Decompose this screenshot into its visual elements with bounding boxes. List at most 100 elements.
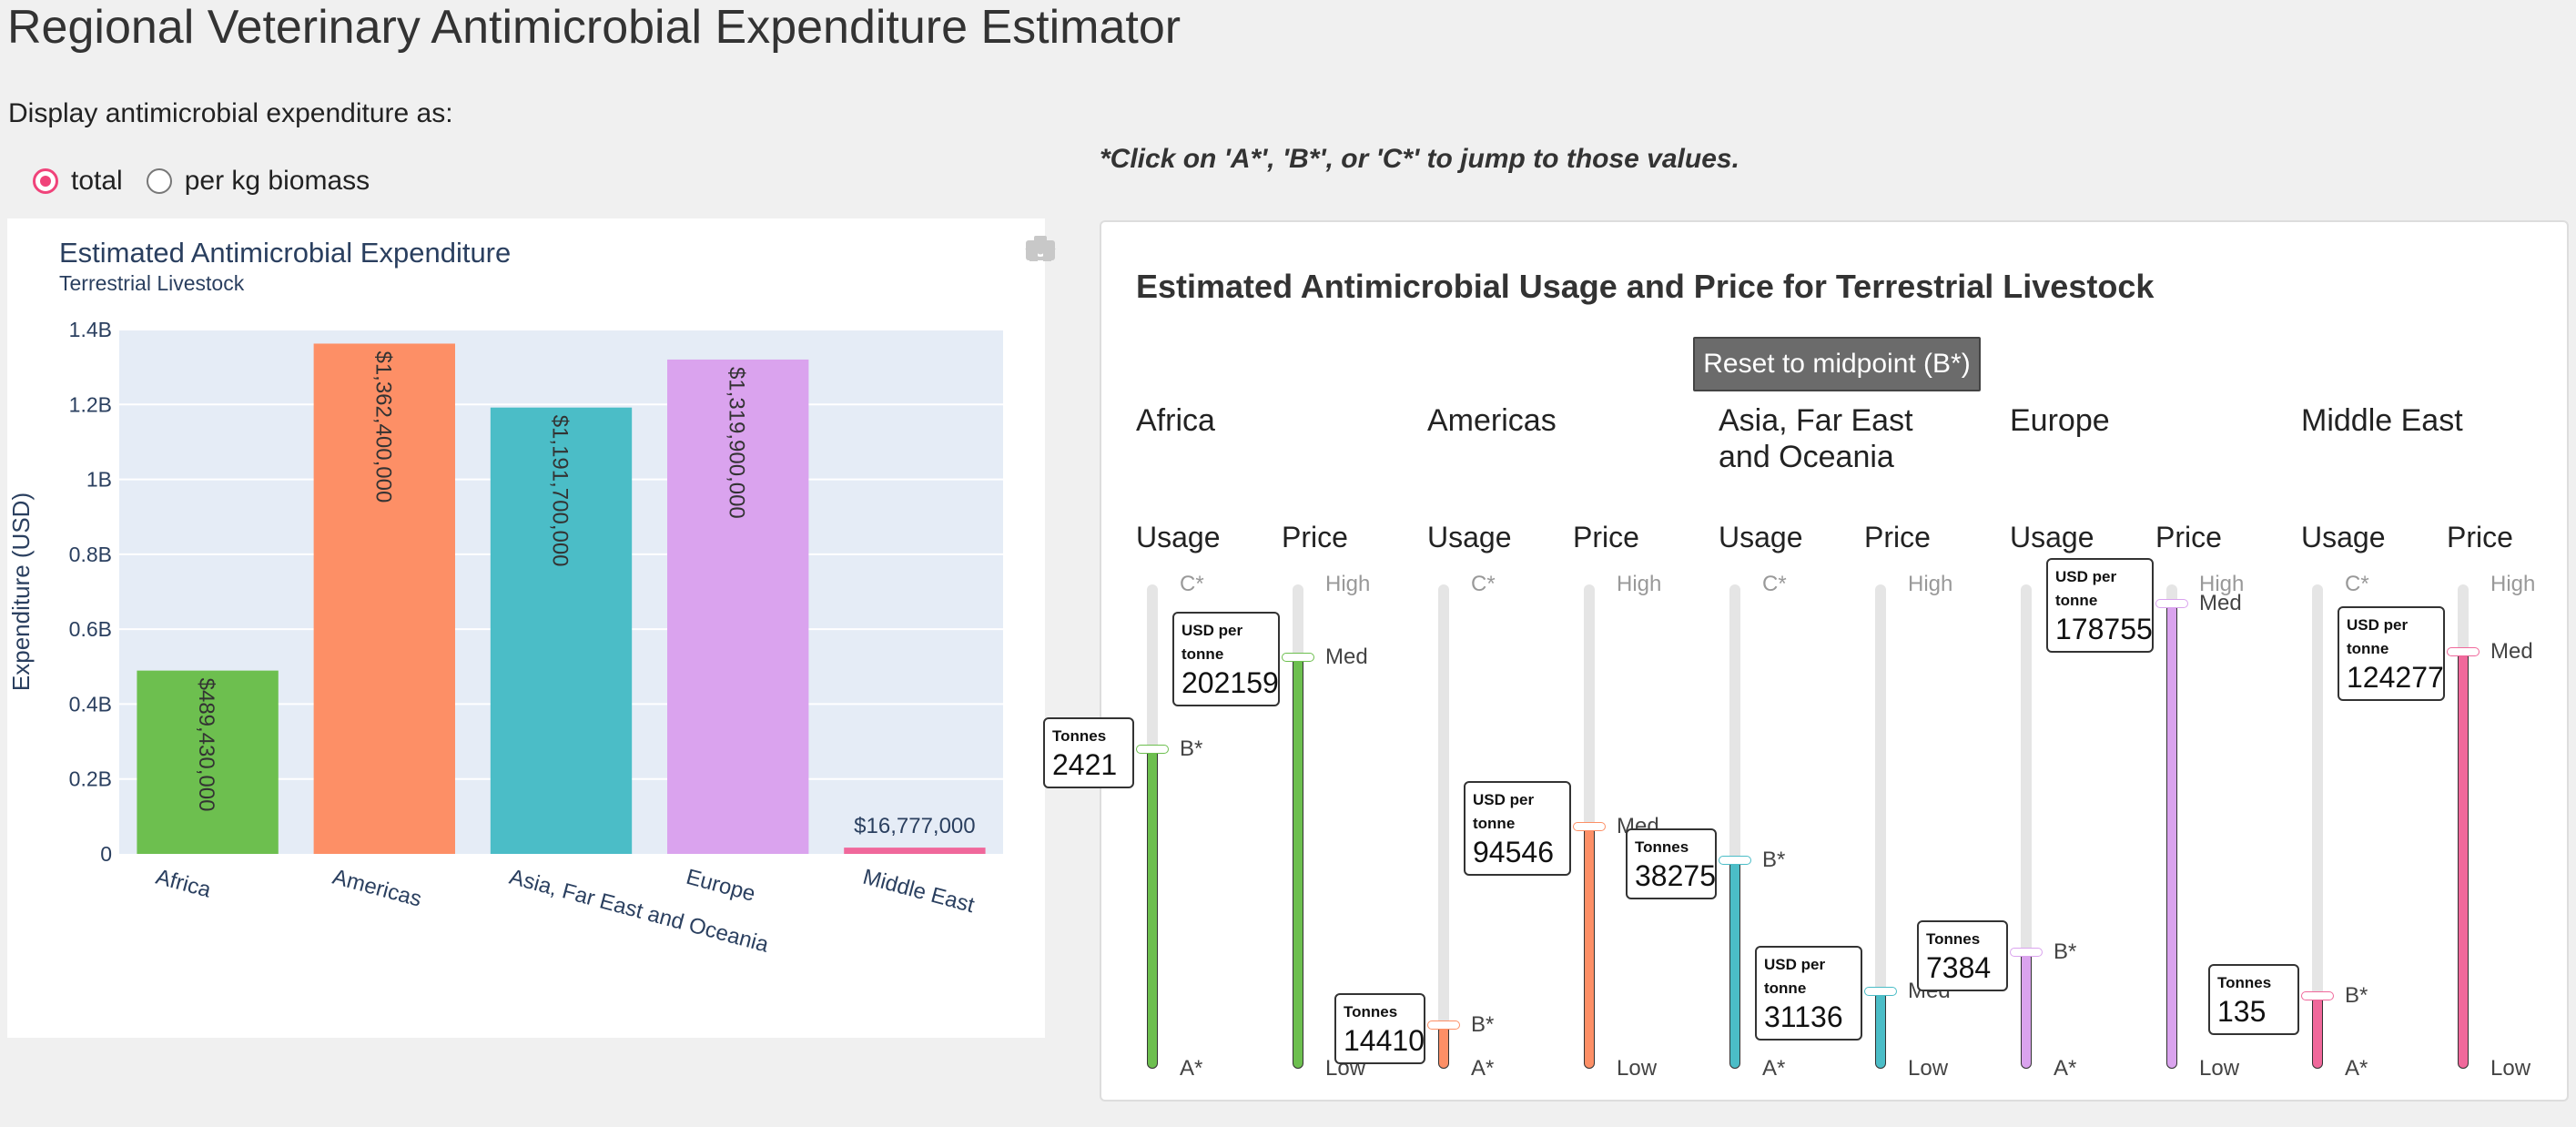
usage-header: Usage [1719, 521, 1803, 553]
usage-tick-high[interactable]: C* [1180, 572, 1204, 596]
price-tick-high[interactable]: High [2199, 572, 2245, 596]
price-tooltip-label: USD per tonne [2347, 616, 2409, 658]
price-value-tooltip: USD per tonne 202159 [1172, 611, 1280, 706]
price-tick-low[interactable]: Low [2199, 1056, 2240, 1081]
page-title: Regional Veterinary Antimicrobial Expend… [7, 1, 1182, 54]
usage-tick-low[interactable]: A* [1762, 1056, 1786, 1081]
price-slider-track[interactable] [1875, 584, 1886, 1069]
bar-data-label: $1,319,900,000 [725, 367, 749, 519]
price-header: Price [1573, 521, 1639, 553]
y-tick-label: 1.4B [69, 318, 112, 341]
region-name: Americas [1427, 403, 1557, 438]
price-slider-handle[interactable] [1282, 652, 1314, 662]
y-tick-label: 0.6B [69, 617, 112, 641]
home-icon[interactable] [1023, 233, 1058, 264]
usage-header: Usage [1427, 521, 1512, 553]
usage-slider-handle[interactable] [1719, 856, 1751, 866]
usage-slider-handle[interactable] [1136, 744, 1169, 754]
radio-total-indicator[interactable] [33, 168, 58, 194]
usage-slider-handle[interactable] [2301, 991, 2334, 1001]
usage-tick-mid[interactable]: B* [1180, 736, 1203, 761]
usage-tick-low[interactable]: A* [2345, 1056, 2368, 1081]
usage-tooltip-value: 135 [2217, 995, 2267, 1029]
usage-tooltip-value: 2421 [1052, 747, 1118, 781]
region-americas: Americas Usage C* A* B* Tonnes 14410 Price High L… [1334, 222, 1709, 1100]
price-tooltip-value: 94546 [1473, 836, 1554, 868]
slider-panel-title: Estimated Antimicrobial Usage and Price … [1136, 268, 2155, 305]
price-slider-handle[interactable] [1573, 822, 1606, 831]
usage-slider-fill [2312, 996, 2323, 1069]
price-tick-high[interactable]: High [1617, 572, 1662, 596]
usage-slider-track[interactable] [1438, 584, 1449, 1069]
usage-tooltip-value: 7384 [1926, 951, 1992, 985]
usage-value-tooltip: Tonnes 2421 [1043, 716, 1134, 788]
usage-tick-mid[interactable]: B* [1471, 1012, 1495, 1038]
usage-tick-mid[interactable]: B* [1762, 848, 1786, 873]
price-tick-high[interactable]: High [1325, 572, 1371, 596]
region-africa: Africa Usage C* A* B* Tonnes 2421 Price High Low M… [1043, 222, 1418, 1100]
region-asia-far-east-and-oceania: Asia, Far East and Oceania Usage C* A* B* Ton… [1626, 222, 2001, 1100]
price-value-tooltip: USD per tonne 31136 [1755, 945, 1862, 1041]
price-tick-low[interactable]: Low [1908, 1056, 1949, 1081]
usage-tooltip-label: Tonnes [1344, 1003, 1398, 1021]
usage-slider-handle[interactable] [2010, 948, 2043, 958]
bar [667, 359, 809, 854]
usage-tick-low[interactable]: A* [1180, 1056, 1203, 1081]
bar [313, 343, 455, 854]
usage-slider-handle[interactable] [1427, 1020, 1460, 1031]
usage-tick-high[interactable]: C* [1762, 572, 1787, 596]
price-value-tooltip: USD per tonne 124277 [2338, 606, 2445, 702]
y-tick-label: 0 [100, 842, 112, 866]
usage-tick-mid[interactable]: B* [2054, 939, 2077, 965]
display-mode-radio-group: total per kg biomass [33, 166, 370, 197]
x-tick-label: Americas [330, 865, 424, 912]
radio-per-kg-biomass-indicator[interactable] [146, 168, 172, 194]
bar [844, 848, 986, 854]
price-slider-handle[interactable] [2447, 647, 2480, 657]
price-tooltip-value: 178755 [2055, 613, 2153, 646]
usage-value-tooltip: Tonnes 14410 [1334, 993, 1425, 1065]
usage-tick-low[interactable]: A* [1471, 1056, 1495, 1081]
price-tick-low[interactable]: Low [2490, 1056, 2531, 1081]
radio-total[interactable]: total [33, 166, 123, 197]
radio-per-kg-biomass[interactable]: per kg biomass [146, 166, 370, 197]
region-europe: EuropeUsageC*A*B*Tonnes7384PriceHighLowM… [1917, 222, 2292, 1100]
price-slider-fill [2458, 652, 2469, 1069]
price-slider-fill [1875, 990, 1886, 1069]
expenditure-bar-chart: Estimated Antimicrobial ExpenditureTerre… [7, 237, 1003, 958]
price-tick-mid[interactable]: Med [2490, 639, 2533, 665]
price-slider-handle[interactable] [2155, 599, 2188, 609]
price-slider-fill [2166, 604, 2177, 1069]
bar-data-label: $1,362,400,000 [370, 350, 395, 503]
usage-slider-fill [2021, 952, 2032, 1069]
usage-tooltip-label: Tonnes [2217, 974, 2272, 992]
radio-per-kg-biomass-label: per kg biomass [184, 166, 370, 196]
usage-slider-track[interactable] [2312, 584, 2323, 1069]
region-name: Asia, Far East and Oceania [1719, 403, 1913, 474]
usage-slider-fill [1438, 1025, 1449, 1069]
bar-data-label: $489,430,000 [194, 678, 218, 812]
reset-midpoint-button[interactable]: Reset to midpoint (B*) [1693, 337, 1981, 391]
price-tick-high[interactable]: High [2490, 572, 2536, 596]
usage-tick-high[interactable]: C* [1471, 572, 1496, 596]
price-header: Price [1282, 521, 1348, 553]
price-tick-low[interactable]: Low [1617, 1056, 1658, 1081]
price-tick-mid[interactable]: Med [2199, 591, 2242, 616]
display-mode-label: Display antimicrobial expenditure as: [8, 98, 453, 128]
usage-tick-high[interactable]: C* [2345, 572, 2369, 596]
usage-header: Usage [2301, 521, 2386, 553]
usage-value-tooltip: Tonnes 135 [2208, 964, 2299, 1036]
price-slider-handle[interactable] [1864, 986, 1897, 996]
chart-subtitle: Terrestrial Livestock [59, 271, 245, 295]
usage-tick-mid[interactable]: B* [2345, 983, 2368, 1009]
price-tick-mid[interactable]: Med [1325, 644, 1368, 669]
usage-value-tooltip: Tonnes 38275 [1626, 828, 1717, 900]
usage-slider-track[interactable] [2021, 584, 2032, 1069]
usage-tooltip-label: Tonnes [1926, 930, 1981, 949]
price-tooltip-label: USD per tonne [1473, 791, 1535, 832]
price-tick-high[interactable]: High [1908, 572, 1953, 596]
expenditure-chart-panel: Estimated Antimicrobial Expenditure Terre… [7, 218, 1056, 1038]
usage-tick-low[interactable]: A* [2054, 1056, 2077, 1081]
price-slider-fill [1293, 656, 1303, 1069]
region-name: Europe [2010, 403, 2110, 438]
